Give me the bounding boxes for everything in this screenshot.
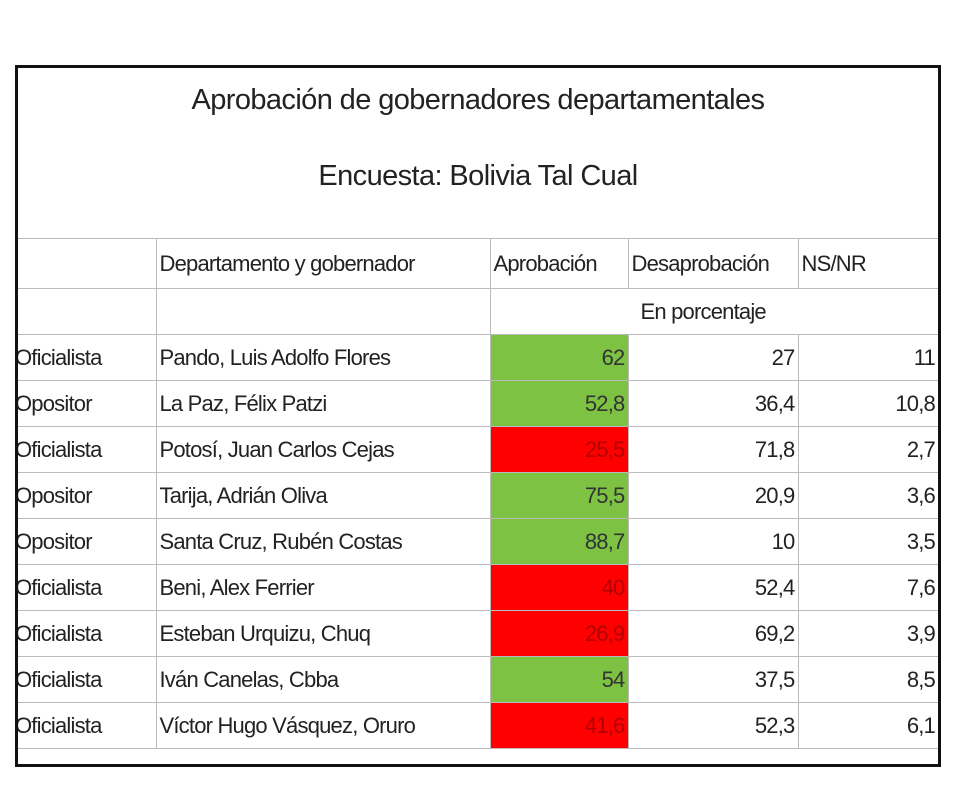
- table-body: Departamento y gobernador Aprobación Des…: [18, 238, 938, 749]
- approval-cell: 52,8: [489, 380, 629, 427]
- disapproval-cell: 20,9: [627, 472, 799, 519]
- approval-cell: 88,7: [489, 518, 629, 565]
- affiliation-cell: Oficialista: [18, 426, 157, 473]
- nsnr-cell: 3,9: [797, 610, 938, 657]
- data-row: Oficialista Potosí, Juan Carlos Cejas 25,5…: [18, 426, 938, 473]
- unit-cell: [18, 288, 157, 335]
- data-row: Oficialista Víctor Hugo Vásquez, Oruro 41,…: [18, 702, 938, 749]
- affiliation-cell: Oficialista: [18, 564, 157, 611]
- disapproval-cell: 27: [627, 334, 799, 381]
- governor-cell: Beni, Alex Ferrier: [155, 564, 491, 611]
- affiliation-cell: Opositor: [18, 380, 157, 427]
- disapproval-cell: 10: [627, 518, 799, 565]
- affiliation-cell: Oficialista: [18, 334, 157, 381]
- data-row: Opositor La Paz, Félix Patzi 52,8 36,4 10,8: [18, 380, 938, 427]
- header-cell: Desaprobación: [627, 238, 799, 289]
- nsnr-cell: 11: [797, 334, 938, 381]
- nsnr-cell: 10,8: [797, 380, 938, 427]
- governor-cell: Iván Canelas, Cbba: [155, 656, 491, 703]
- governor-cell: Potosí, Juan Carlos Cejas: [155, 426, 491, 473]
- approval-cell: 41,6: [489, 702, 629, 749]
- header-cell: [18, 238, 157, 289]
- table-frame: Aprobación de gobernadores departamental…: [15, 65, 941, 767]
- disapproval-cell: 37,5: [627, 656, 799, 703]
- governor-cell: Esteban Urquizu, Chuq: [155, 610, 491, 657]
- data-row: Oficialista Iván Canelas, Cbba 54 37,5 8,5: [18, 656, 938, 703]
- nsnr-cell: 7,6: [797, 564, 938, 611]
- disapproval-cell: 52,4: [627, 564, 799, 611]
- unit-row: En porcentaje: [18, 288, 938, 335]
- data-row: Oficialista Esteban Urquizu, Chuq 26,9 69,2…: [18, 610, 938, 657]
- disapproval-cell: 71,8: [627, 426, 799, 473]
- approval-cell: 40: [489, 564, 629, 611]
- approval-cell: 26,9: [489, 610, 629, 657]
- nsnr-cell: 3,5: [797, 518, 938, 565]
- nsnr-cell: 3,6: [797, 472, 938, 519]
- affiliation-cell: Oficialista: [18, 656, 157, 703]
- approval-cell: 62: [489, 334, 629, 381]
- affiliation-cell: Opositor: [18, 472, 157, 519]
- affiliation-cell: Oficialista: [18, 610, 157, 657]
- governor-cell: La Paz, Félix Patzi: [155, 380, 491, 427]
- governor-cell: Víctor Hugo Vásquez, Oruro: [155, 702, 491, 749]
- affiliation-cell: Oficialista: [18, 702, 157, 749]
- nsnr-cell: 2,7: [797, 426, 938, 473]
- affiliation-cell: Opositor: [18, 518, 157, 565]
- unit-note: En porcentaje: [489, 288, 938, 335]
- approval-cell: 54: [489, 656, 629, 703]
- data-row: Oficialista Beni, Alex Ferrier 40 52,4 7,6: [18, 564, 938, 611]
- disapproval-cell: 69,2: [627, 610, 799, 657]
- data-row: Opositor Santa Cruz, Rubén Costas 88,7 10 3,…: [18, 518, 938, 565]
- nsnr-cell: 6,1: [797, 702, 938, 749]
- header-row: Departamento y gobernador Aprobación Des…: [18, 238, 938, 289]
- table-subtitle: Encuesta: Bolivia Tal Cual: [318, 160, 638, 192]
- governor-cell: Pando, Luis Adolfo Flores: [155, 334, 491, 381]
- governor-cell: Tarija, Adrián Oliva: [155, 472, 491, 519]
- governor-cell: Santa Cruz, Rubén Costas: [155, 518, 491, 565]
- data-table: Departamento y gobernador Aprobación Des…: [18, 238, 938, 749]
- table-title: Aprobación de gobernadores departamental…: [191, 84, 766, 116]
- disapproval-cell: 52,3: [627, 702, 799, 749]
- approval-cell: 75,5: [489, 472, 629, 519]
- nsnr-cell: 8,5: [797, 656, 938, 703]
- disapproval-cell: 36,4: [627, 380, 799, 427]
- header-cell: NS/NR: [797, 238, 938, 289]
- data-row: Opositor Tarija, Adrián Oliva 75,5 20,9 3,6: [18, 472, 938, 519]
- approval-cell: 25,5: [489, 426, 629, 473]
- header-cell: Departamento y gobernador: [155, 238, 491, 289]
- data-row: Oficialista Pando, Luis Adolfo Flores 62 27…: [18, 334, 938, 381]
- header-cell: Aprobación: [489, 238, 629, 289]
- unit-cell: [155, 288, 491, 335]
